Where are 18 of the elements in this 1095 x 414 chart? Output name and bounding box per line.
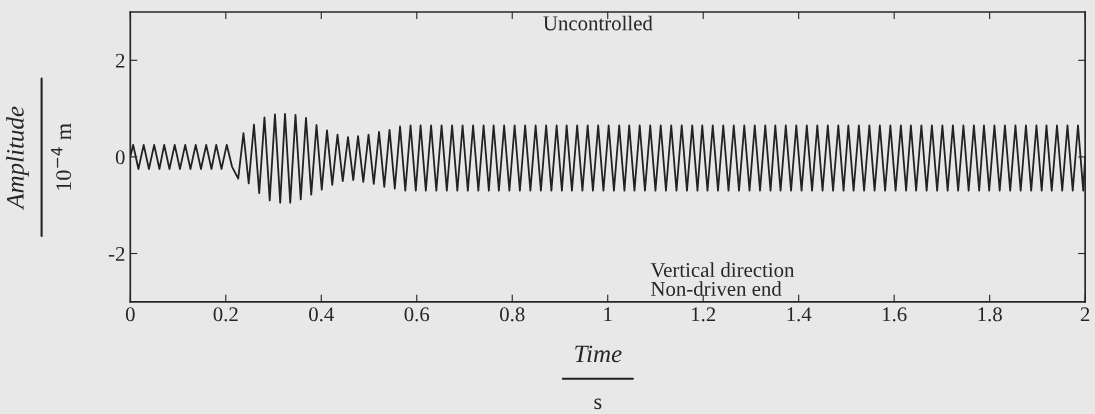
x-tick-label: 1.6 <box>882 307 907 322</box>
y-axis-title: Amplitude 10$^{−4}$ m <box>6 106 72 211</box>
x-tick-label: 0.6 <box>404 307 430 322</box>
x-tick-label: 1 <box>604 307 612 322</box>
x-tick-label: 0.2 <box>213 307 238 322</box>
y-tick-label: -2 <box>108 246 125 261</box>
x-tick-label: 1.8 <box>978 307 1002 322</box>
x-tick-label: 2 <box>1080 307 1090 322</box>
annotation: Uncontrolled <box>543 15 653 31</box>
x-tick-label: 0.4 <box>309 307 334 322</box>
y-tick-label: 0 <box>115 150 125 165</box>
x-tick-label: 0 <box>125 307 135 322</box>
x-tick-label: 1.2 <box>692 307 716 322</box>
y-tick-label: 2 <box>115 53 125 68</box>
annotation: Vertical direction Non-driven end <box>650 262 795 296</box>
x-tick-label: 0.8 <box>500 307 525 322</box>
x-tick-label: 1.4 <box>787 307 812 322</box>
text: Time s <box>575 345 622 410</box>
